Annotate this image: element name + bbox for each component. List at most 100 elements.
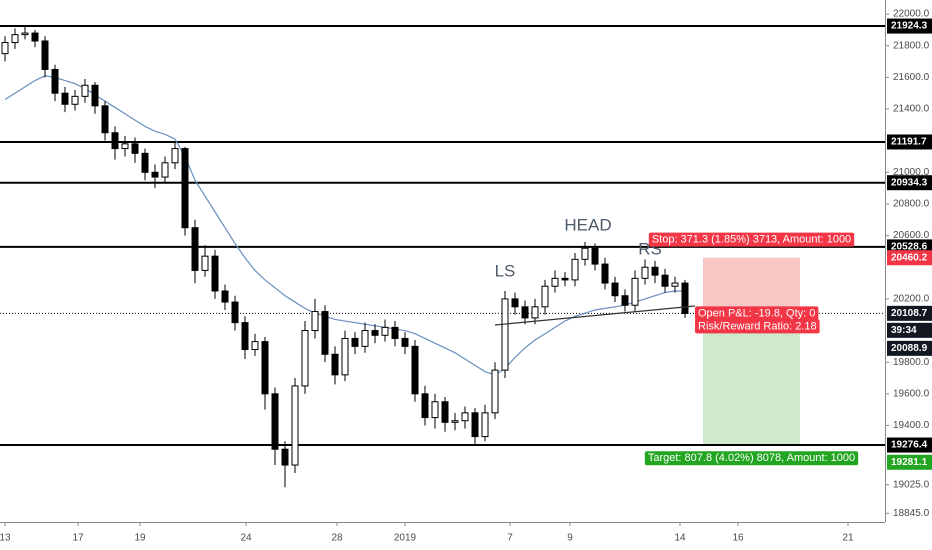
candle-body bbox=[131, 143, 139, 154]
pnl-label-box bbox=[695, 306, 819, 321]
current-price-label: 20108.7 bbox=[891, 308, 928, 319]
candle-body bbox=[321, 311, 329, 355]
candle-body bbox=[401, 337, 409, 347]
target-price-label: 19281.1 bbox=[891, 457, 928, 468]
current-price-label-box bbox=[887, 305, 932, 321]
candle-body bbox=[111, 132, 119, 150]
stop-price-label: 20460.2 bbox=[891, 252, 928, 263]
rr-label: Risk/Reward Ratio: 2.18 bbox=[698, 320, 817, 332]
candle-body bbox=[341, 337, 349, 376]
candle-body bbox=[631, 277, 639, 306]
candle-body bbox=[641, 266, 649, 279]
target-label-box bbox=[644, 451, 859, 466]
candle-body bbox=[181, 148, 189, 229]
candle-body bbox=[591, 247, 599, 265]
candle-body bbox=[101, 105, 109, 134]
x-tick-label: 16 bbox=[732, 533, 744, 544]
candle-body bbox=[51, 68, 59, 94]
level-label: 21191.7 bbox=[891, 137, 927, 148]
y-tick-label: 19400.0 bbox=[893, 420, 930, 431]
y-tick-label: 19025.0 bbox=[893, 479, 930, 490]
candle-body bbox=[331, 353, 339, 376]
y-tick-label: 19600.0 bbox=[893, 388, 930, 399]
neckline bbox=[494, 305, 696, 326]
candle-body bbox=[571, 258, 579, 281]
candle-body bbox=[11, 34, 19, 44]
candle-body bbox=[441, 401, 449, 423]
candle-body bbox=[61, 92, 69, 105]
x-tick-label: 2019 bbox=[394, 533, 417, 544]
stop-label-box bbox=[648, 232, 855, 247]
candle-body bbox=[411, 345, 419, 395]
candle-body bbox=[211, 255, 219, 292]
level-label: 19276.4 bbox=[891, 440, 928, 451]
y-tick-label: 21000.0 bbox=[893, 167, 930, 178]
level-label-box bbox=[887, 175, 932, 191]
candle-body bbox=[241, 322, 249, 351]
stop-price-label-box bbox=[887, 250, 932, 266]
candle-body bbox=[121, 143, 129, 150]
y-tick-label: 19800.0 bbox=[893, 357, 930, 368]
target-label: Target: 807.8 (4.02%) 8078, Amount: 1000 bbox=[648, 452, 855, 464]
candle-body bbox=[221, 290, 229, 303]
candle-body bbox=[371, 330, 379, 336]
candle-body bbox=[301, 330, 309, 387]
y-tick-label: 18845.0 bbox=[893, 508, 930, 519]
rr-label-box bbox=[695, 319, 820, 334]
candle-body bbox=[71, 95, 79, 105]
level-label: 21924.3 bbox=[891, 21, 928, 32]
x-tick-label: 14 bbox=[674, 533, 686, 544]
candle-body bbox=[531, 306, 539, 319]
candle-body bbox=[521, 306, 529, 319]
target-price-label-box bbox=[887, 454, 932, 470]
level-label-box bbox=[887, 437, 932, 453]
y-tick-label: 21600.0 bbox=[893, 72, 930, 83]
candle-body bbox=[191, 227, 199, 271]
candle-body bbox=[681, 282, 689, 314]
candle-body bbox=[311, 311, 319, 332]
candle-body bbox=[621, 295, 629, 306]
candle-body bbox=[231, 301, 239, 324]
countdown-label: 39:34 bbox=[891, 325, 917, 336]
x-tick-label: 13 bbox=[0, 533, 11, 544]
x-tick-label: 17 bbox=[72, 533, 84, 544]
candle-body bbox=[451, 420, 459, 423]
candle-body bbox=[281, 448, 289, 466]
candle-body bbox=[91, 84, 99, 107]
candle-body bbox=[81, 84, 89, 97]
entry-price-label-box bbox=[887, 340, 932, 356]
candle-body bbox=[141, 152, 149, 173]
countdown-label-box bbox=[887, 322, 932, 338]
candle-body bbox=[481, 412, 489, 438]
candle-body bbox=[581, 247, 589, 260]
level-label: 20934.3 bbox=[891, 177, 928, 188]
candle-body bbox=[671, 282, 679, 287]
candle-body bbox=[151, 171, 159, 178]
candle-body bbox=[431, 401, 439, 419]
y-tick-label: 20600.0 bbox=[893, 230, 930, 241]
candle-body bbox=[651, 266, 659, 276]
x-tick-label: 9 bbox=[567, 533, 573, 544]
candle-body bbox=[261, 341, 269, 395]
x-tick-label: 21 bbox=[842, 533, 854, 544]
candle-body bbox=[551, 277, 559, 287]
level-label-box bbox=[887, 134, 932, 150]
pattern-label: LS bbox=[495, 261, 516, 280]
candle-body bbox=[271, 393, 279, 450]
candle-body bbox=[561, 277, 569, 281]
candle-body bbox=[541, 285, 549, 308]
pnl-label: Open P&L: -19.8, Qty: 0 bbox=[698, 307, 815, 319]
candle-body bbox=[171, 148, 179, 164]
y-tick-label: 22000.0 bbox=[893, 9, 930, 20]
x-tick-label: 24 bbox=[240, 533, 252, 544]
candle-body bbox=[21, 32, 29, 36]
candle-body bbox=[381, 326, 389, 336]
candle-body bbox=[511, 298, 519, 308]
candle-body bbox=[661, 274, 669, 287]
candle-body bbox=[501, 298, 509, 371]
candle-body bbox=[161, 162, 169, 178]
candle-body bbox=[361, 330, 369, 347]
level-label-box bbox=[887, 18, 932, 34]
candle-body bbox=[351, 337, 359, 347]
